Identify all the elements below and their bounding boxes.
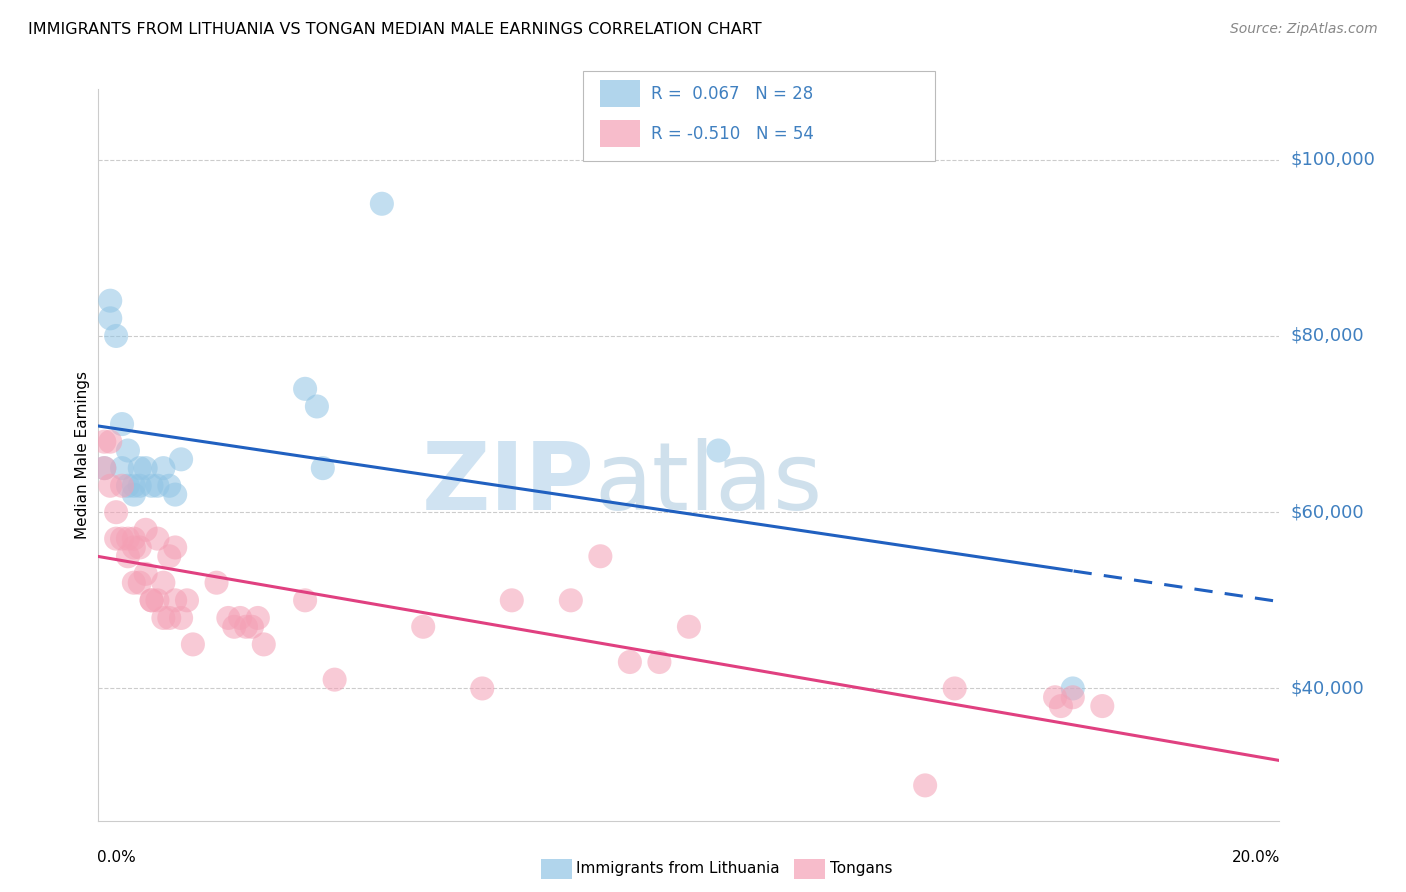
Point <box>157 479 180 493</box>
Point <box>105 505 128 519</box>
Point <box>98 311 121 326</box>
Point <box>170 452 193 467</box>
Point <box>560 593 582 607</box>
Point <box>141 593 163 607</box>
Text: atlas: atlas <box>595 438 823 530</box>
Text: $80,000: $80,000 <box>1291 327 1364 345</box>
Point <box>246 611 269 625</box>
Point <box>117 549 139 564</box>
Text: $40,000: $40,000 <box>1291 680 1364 698</box>
Point <box>176 593 198 607</box>
Point <box>111 461 134 475</box>
Text: R = -0.510   N = 54: R = -0.510 N = 54 <box>651 125 814 143</box>
Point <box>111 417 134 431</box>
Point <box>93 461 115 475</box>
Point <box>128 479 150 493</box>
Point <box>1062 690 1084 705</box>
Text: IMMIGRANTS FROM LITHUANIA VS TONGAN MEDIAN MALE EARNINGS CORRELATION CHART: IMMIGRANTS FROM LITHUANIA VS TONGAN MEDI… <box>28 22 762 37</box>
Point <box>93 461 115 475</box>
Point <box>648 655 671 669</box>
Point <box>122 487 145 501</box>
Text: Source: ZipAtlas.com: Source: ZipAtlas.com <box>1230 22 1378 37</box>
Point <box>165 487 187 501</box>
Point <box>105 532 128 546</box>
Point <box>412 620 434 634</box>
Point <box>1050 699 1073 714</box>
Point <box>93 434 115 449</box>
Point <box>240 620 263 634</box>
Y-axis label: Median Male Earnings: Median Male Earnings <box>75 371 90 539</box>
Point <box>122 575 145 590</box>
Point <box>117 532 139 546</box>
Point <box>253 637 276 651</box>
Point <box>165 541 187 555</box>
Point <box>141 593 163 607</box>
Point <box>914 778 936 792</box>
Point <box>323 673 346 687</box>
Point <box>235 620 257 634</box>
Point <box>98 434 121 449</box>
Text: Tongans: Tongans <box>830 862 891 876</box>
Point <box>122 479 145 493</box>
Point <box>157 611 180 625</box>
Point <box>1062 681 1084 696</box>
Point <box>135 461 157 475</box>
Point <box>1091 699 1114 714</box>
Point <box>157 549 180 564</box>
Point <box>224 620 246 634</box>
Point <box>217 611 239 625</box>
Point <box>122 541 145 555</box>
Point <box>1043 690 1066 705</box>
Point <box>128 541 150 555</box>
Point <box>117 443 139 458</box>
Point <box>98 293 121 308</box>
Point <box>471 681 494 696</box>
Point <box>135 566 157 581</box>
Point <box>205 575 228 590</box>
Point <box>98 479 121 493</box>
Point <box>619 655 641 669</box>
Point <box>371 196 394 211</box>
Point <box>589 549 612 564</box>
Point <box>152 461 174 475</box>
Point <box>111 479 134 493</box>
Point <box>105 329 128 343</box>
Point <box>128 575 150 590</box>
Text: Immigrants from Lithuania: Immigrants from Lithuania <box>576 862 780 876</box>
Text: $100,000: $100,000 <box>1291 151 1375 169</box>
Point <box>181 637 204 651</box>
Point <box>146 479 169 493</box>
Point <box>294 382 316 396</box>
Point <box>943 681 966 696</box>
Point <box>229 611 252 625</box>
Point <box>294 593 316 607</box>
Point <box>111 532 134 546</box>
Text: $60,000: $60,000 <box>1291 503 1364 521</box>
Point <box>122 532 145 546</box>
Point <box>152 575 174 590</box>
Text: 20.0%: 20.0% <box>1232 850 1281 865</box>
Point <box>165 593 187 607</box>
Point <box>305 400 328 414</box>
Text: 0.0%: 0.0% <box>97 850 136 865</box>
Text: R =  0.067   N = 28: R = 0.067 N = 28 <box>651 85 813 103</box>
Point <box>170 611 193 625</box>
Text: ZIP: ZIP <box>422 438 595 530</box>
Point <box>146 532 169 546</box>
Point <box>707 443 730 458</box>
Point <box>312 461 335 475</box>
Point <box>146 593 169 607</box>
Point <box>501 593 523 607</box>
Point <box>135 523 157 537</box>
Point <box>152 611 174 625</box>
Point <box>678 620 700 634</box>
Point <box>117 479 139 493</box>
Point <box>141 479 163 493</box>
Point <box>128 461 150 475</box>
